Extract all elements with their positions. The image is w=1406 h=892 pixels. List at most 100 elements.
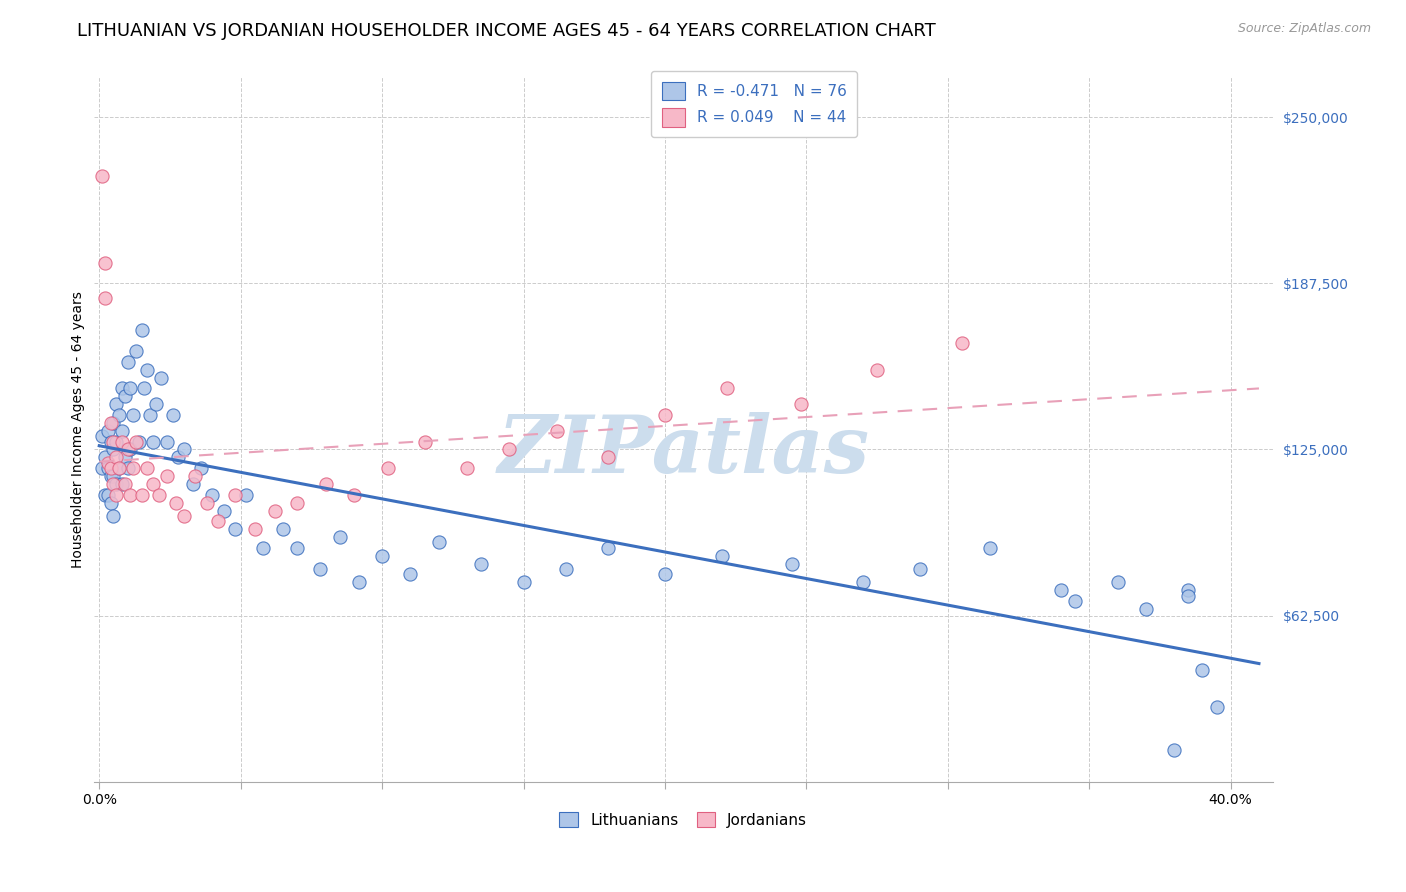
Point [371,549,394,563]
Point [148,488,170,502]
Point [117,355,139,369]
Point [201,488,224,502]
Point [100,469,122,483]
Point [100,434,122,449]
Point [111,434,134,449]
Point [790,397,813,411]
Point [150,370,173,384]
Point [908,562,931,576]
Point [103,469,125,483]
Point [427,535,450,549]
Point [399,567,422,582]
Point [117,442,139,457]
Point [1107,575,1129,590]
Point [125,344,148,359]
Point [120,442,142,457]
Point [212,503,235,517]
Point [134,381,156,395]
Point [103,442,125,457]
Point [1135,602,1157,616]
Point [114,450,136,465]
Point [1050,583,1073,598]
Text: ZIPatlas: ZIPatlas [498,412,869,490]
Point [235,488,257,502]
Point [122,408,145,422]
Point [94,488,117,502]
Point [252,541,274,555]
Point [546,424,568,438]
Point [122,461,145,475]
Point [710,549,733,563]
Point [108,461,131,475]
Point [162,408,184,422]
Point [105,477,128,491]
Point [263,503,285,517]
Point [190,461,212,475]
Point [349,575,371,590]
Point [91,429,114,443]
Point [979,541,1001,555]
Point [167,450,190,465]
Point [285,541,308,555]
Point [852,575,875,590]
Point [413,434,436,449]
Point [512,575,534,590]
Point [329,530,352,544]
Point [125,434,148,449]
Point [94,450,117,465]
Point [145,397,167,411]
Point [165,495,187,509]
Point [100,416,122,430]
Point [780,557,803,571]
Point [1177,583,1199,598]
Legend: Lithuanians, Jordanians: Lithuanians, Jordanians [554,805,813,834]
Point [142,434,165,449]
Point [91,169,114,183]
Point [285,495,308,509]
Point [315,477,337,491]
Point [470,557,492,571]
Point [105,397,128,411]
Point [136,363,159,377]
Point [156,469,179,483]
Point [105,434,128,449]
Point [105,450,128,465]
Point [131,323,153,337]
Point [111,477,134,491]
Point [100,461,122,475]
Point [456,461,478,475]
Point [111,381,134,395]
Point [555,562,578,576]
Point [1163,743,1185,757]
Point [128,434,150,449]
Point [105,488,128,502]
Point [114,477,136,491]
Point [308,562,330,576]
Point [103,477,125,491]
Point [111,424,134,438]
Point [181,477,204,491]
Point [103,416,125,430]
Point [131,488,153,502]
Point [1205,700,1227,714]
Text: LITHUANIAN VS JORDANIAN HOUSEHOLDER INCOME AGES 45 - 64 YEARS CORRELATION CHART: LITHUANIAN VS JORDANIAN HOUSEHOLDER INCO… [77,22,936,40]
Point [498,442,520,457]
Point [343,488,366,502]
Point [1191,663,1213,677]
Point [100,495,122,509]
Point [866,363,889,377]
Point [97,424,120,438]
Point [654,567,676,582]
Point [120,488,142,502]
Point [136,461,159,475]
Point [716,381,738,395]
Point [97,456,120,470]
Point [950,336,973,351]
Y-axis label: Householder Income Ages 45 - 64 years: Householder Income Ages 45 - 64 years [72,291,86,568]
Point [598,541,620,555]
Point [97,461,120,475]
Point [156,434,179,449]
Point [271,522,294,536]
Point [91,461,114,475]
Point [243,522,266,536]
